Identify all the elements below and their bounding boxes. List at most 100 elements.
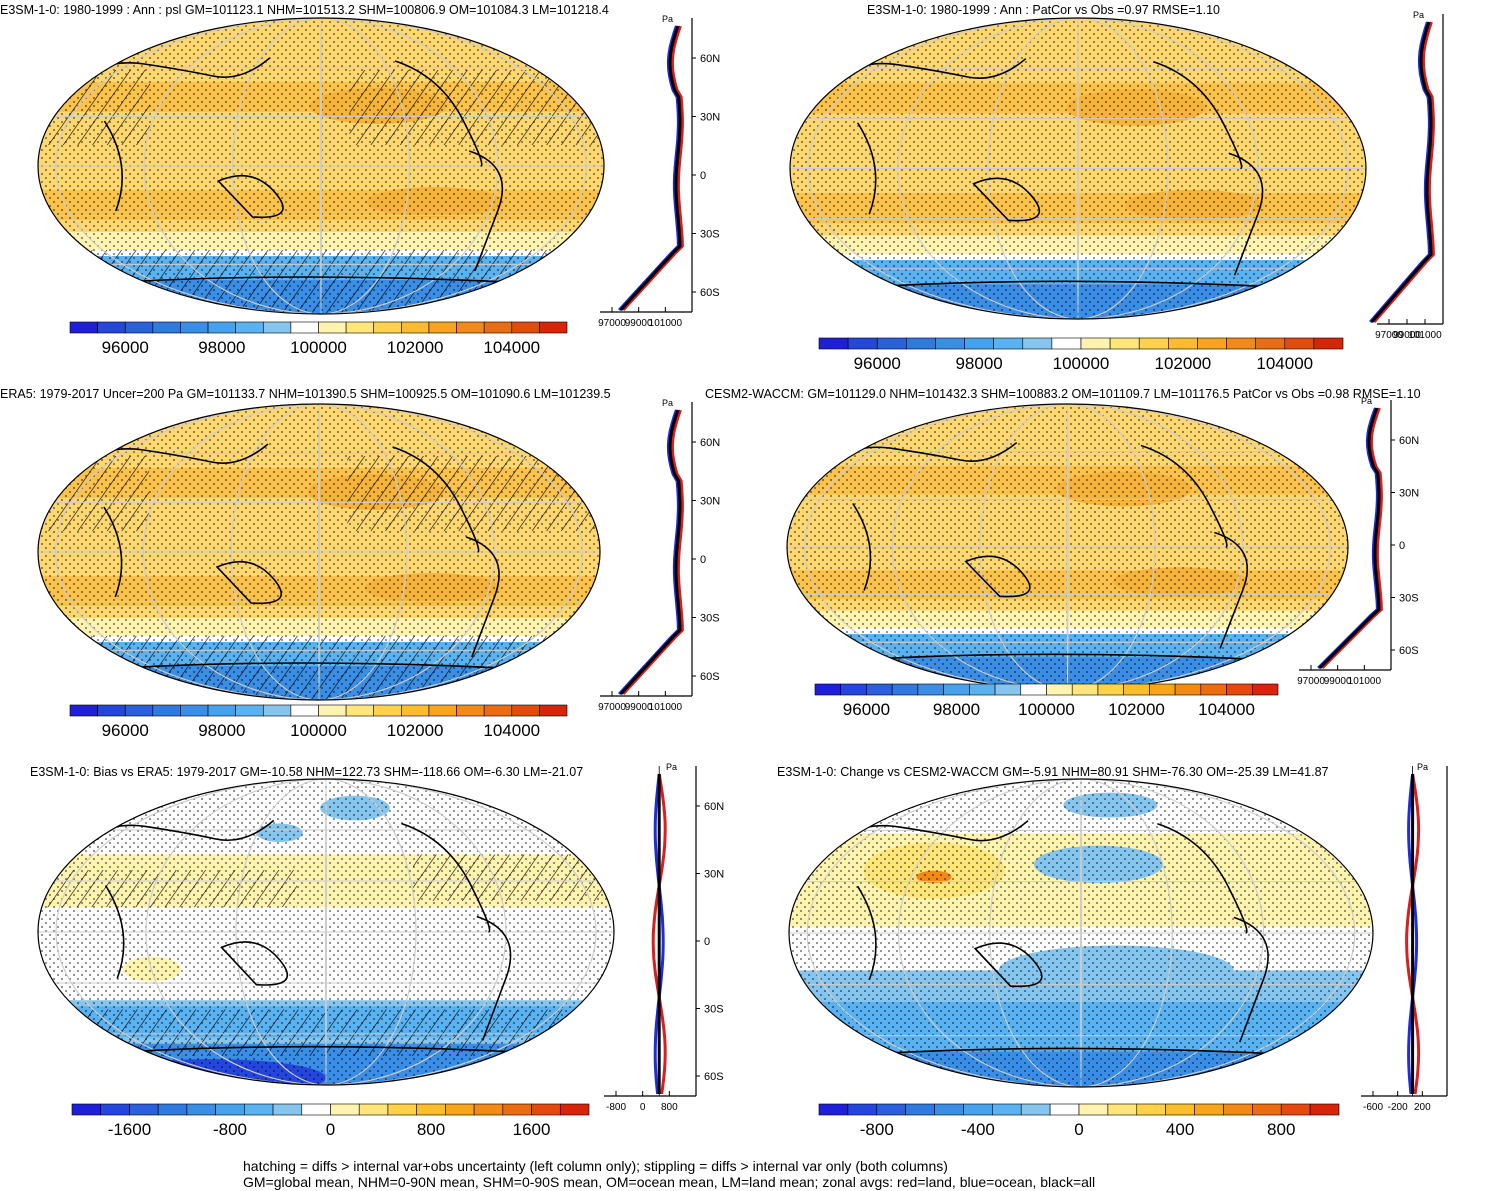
profile-unit-label: Pa xyxy=(662,398,673,408)
map-cesm2-psl xyxy=(786,403,1349,691)
colorbar-swatch xyxy=(1255,337,1286,350)
profile-x-tick-label: 97000 xyxy=(1375,330,1403,341)
map-era5-psl xyxy=(37,403,601,701)
profile-lat-label: 30N xyxy=(700,112,720,124)
colorbar-swatches xyxy=(69,704,568,717)
colorbar-swatch xyxy=(891,683,919,696)
colorbar-swatch xyxy=(1123,683,1150,696)
colorbar: 96000 98000 100000 102000 104000 xyxy=(818,337,1344,373)
colorbar-swatch xyxy=(502,1103,532,1116)
panel-cesm2-waccm: CESM2-WACCM: GM=101129.0 NHM=101432.3 SH… xyxy=(705,382,1490,752)
all-profile-line xyxy=(619,25,682,312)
colorbar-swatch xyxy=(124,321,154,334)
profile-lat-label: 30S xyxy=(700,613,720,625)
colorbar-tick-label: -800 xyxy=(212,1120,247,1139)
colorbar-swatch xyxy=(373,704,402,717)
colorbar-swatch xyxy=(1109,337,1140,350)
profile-x-tick-label: 99000 xyxy=(625,702,653,713)
all-profile-line xyxy=(1318,407,1381,670)
profile-x-tick-label: 101000 xyxy=(1408,330,1442,341)
all-profile-line xyxy=(619,409,682,696)
colorbar-swatch xyxy=(215,1103,245,1116)
colorbar-swatch xyxy=(207,704,236,717)
panel-title: ERA5: 1979-2017 Uncer=200 Pa GM=101133.7… xyxy=(0,387,611,401)
profile-lat-label: 60N xyxy=(1399,435,1419,447)
colorbar-swatch xyxy=(969,683,996,696)
colorbar: 96000 98000 100000 102000 104000 xyxy=(814,683,1279,719)
colorbar-swatch xyxy=(473,1103,504,1116)
colorbar-swatch xyxy=(847,1103,878,1116)
colorbar-swatch xyxy=(186,1103,216,1116)
colorbar-swatch xyxy=(1049,1103,1080,1116)
colorbar-tick-label: 96000 xyxy=(101,338,149,357)
all-profile-line xyxy=(1370,21,1433,323)
panel-title: E3SM-1-0: Bias vs ERA5: 1979-2017 GM=-10… xyxy=(30,765,584,779)
colorbar-swatch xyxy=(345,321,375,334)
profile-lat-label: 30S xyxy=(704,1004,724,1016)
profile-x-tick-label: 0 xyxy=(640,1102,646,1113)
panel-title: E3SM-1-0: 1980-1999 : Ann : psl GM=10112… xyxy=(0,3,609,17)
colorbar-swatch xyxy=(318,704,347,717)
profile-lat-label: 60N xyxy=(700,437,720,449)
colorbar-tick-label: 96000 xyxy=(101,721,149,740)
colorbar-swatch xyxy=(373,321,402,334)
colorbar-swatch xyxy=(814,683,842,696)
colorbar-tick-label: 102000 xyxy=(386,721,444,740)
colorbar-tick-label: 800 xyxy=(1267,1120,1296,1139)
colorbar-tick-label: 98000 xyxy=(198,338,246,357)
colorbar-tick-label: 1600 xyxy=(512,1120,551,1139)
colorbar-tick-label: 98000 xyxy=(932,700,981,719)
colorbar-swatches xyxy=(69,321,568,334)
profile-x-tick-label: 99000 xyxy=(625,318,653,329)
colorbar-swatch xyxy=(1138,337,1169,350)
colorbar-swatch xyxy=(290,321,319,334)
colorbar-swatches xyxy=(814,683,1279,696)
land-profile-line xyxy=(651,773,667,1095)
colorbar-swatch xyxy=(1136,1103,1166,1116)
colorbar-tick-label: 104000 xyxy=(1198,700,1255,719)
colorbar-swatch xyxy=(387,1103,417,1116)
colorbar-tick-label: 98000 xyxy=(955,354,1003,373)
colorbar-swatch xyxy=(318,321,347,334)
colorbar-swatch xyxy=(1197,337,1227,350)
colorbar-tick-label: 100000 xyxy=(290,338,347,357)
profile-lat-label: 60N xyxy=(704,801,724,813)
colorbar-swatch xyxy=(943,683,970,696)
colorbar: 96000 98000 100000 102000 104000 xyxy=(69,321,568,357)
colorbar-swatch xyxy=(1165,1103,1195,1116)
colorbar-swatch xyxy=(847,337,878,350)
map-change-psl xyxy=(788,778,1374,1088)
colorbar-swatch xyxy=(152,321,181,334)
colorbar-swatch xyxy=(358,1103,389,1116)
profile-x-tick-label: -600 xyxy=(1363,1102,1383,1113)
colorbar-swatches xyxy=(818,337,1344,350)
colorbar-tick-label: 104000 xyxy=(483,338,541,357)
colorbar-swatch xyxy=(917,683,944,696)
colorbar-swatch xyxy=(456,704,485,717)
colorbar-swatch xyxy=(428,704,457,717)
colorbar-swatch xyxy=(1223,1103,1253,1116)
colorbar: 96000 98000 100000 102000 104000 xyxy=(69,704,568,740)
colorbar-swatch xyxy=(963,1103,993,1116)
panel-bias-vs-era5: E3SM-1-0: Bias vs ERA5: 1979-2017 GM=-10… xyxy=(0,762,745,1142)
colorbar-swatch xyxy=(818,1103,849,1116)
colorbar-swatch xyxy=(207,321,236,334)
profile-lat-label: 0 xyxy=(1399,540,1405,552)
colorbar-swatch xyxy=(1107,1103,1138,1116)
map-field xyxy=(787,404,1348,690)
profile-x-tick-label: 800 xyxy=(661,1102,678,1113)
profile-x-tick-label: 97000 xyxy=(598,702,626,713)
panel-model-climatology: E3SM-1-0: 1980-1999 : Ann : psl GM=10112… xyxy=(0,0,745,380)
colorbar-swatch xyxy=(1251,683,1279,696)
profile-x-tick-label: -200 xyxy=(1388,1102,1408,1113)
colorbar-swatch xyxy=(401,704,430,717)
land-profile-line xyxy=(622,25,684,312)
colorbar-swatch xyxy=(290,704,319,717)
map-model-psl xyxy=(37,17,605,315)
colorbar-swatch xyxy=(180,321,209,334)
colorbar-tick-label: 400 xyxy=(1165,1120,1195,1139)
colorbar-swatch xyxy=(129,1103,159,1116)
profile-lat-label: 0 xyxy=(700,554,706,566)
colorbar-tick-label: 100000 xyxy=(1052,354,1110,373)
